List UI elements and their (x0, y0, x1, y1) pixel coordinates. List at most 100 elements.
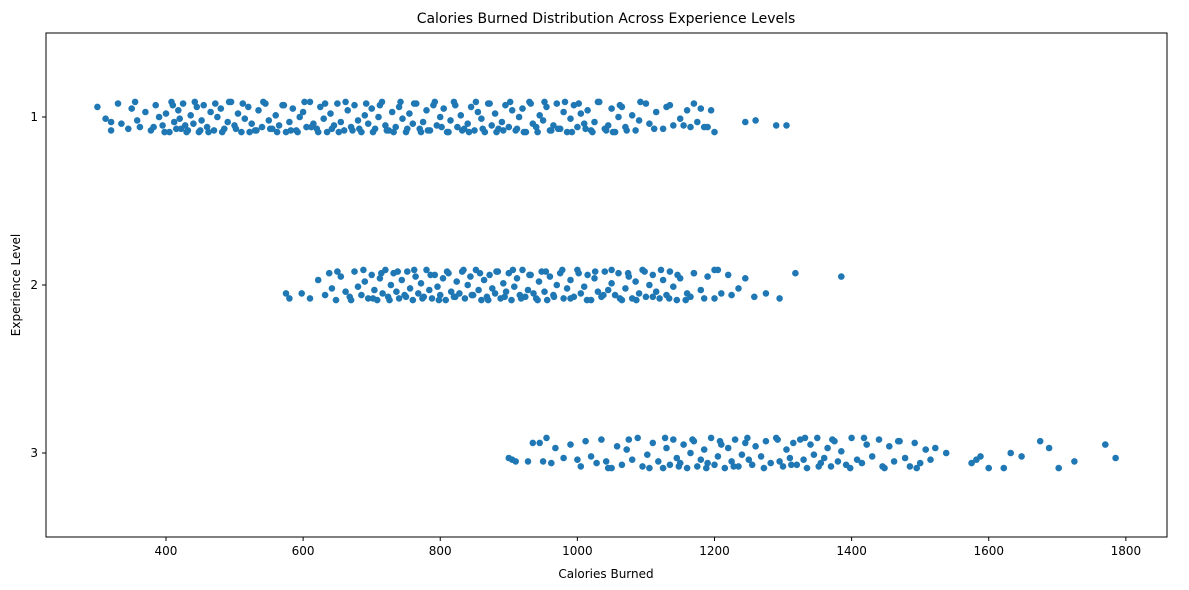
strip-point-level-2 (426, 286, 433, 294)
strip-point-level-2 (611, 291, 619, 299)
strip-point-level-2 (436, 291, 444, 299)
strip-point-level-1 (224, 118, 231, 126)
strip-point-level-1 (707, 107, 715, 114)
strip-point-level-3 (689, 436, 696, 443)
strip-point-level-1 (342, 98, 349, 106)
strip-point-level-3 (922, 446, 929, 453)
strip-point-level-3 (810, 451, 818, 459)
strip-point-level-2 (656, 295, 663, 302)
strip-point-level-1 (568, 128, 576, 136)
strip-point-level-2 (452, 293, 459, 301)
strip-point-level-2 (543, 296, 551, 304)
strip-point-level-3 (661, 434, 669, 442)
strip-point-level-1 (234, 110, 242, 117)
strip-point-level-2 (665, 295, 673, 302)
strip-point-level-1 (321, 100, 329, 107)
strip-point-level-2 (642, 293, 650, 301)
strip-point-level-3 (1000, 464, 1008, 472)
strip-point-level-1 (652, 108, 660, 116)
strip-point-level-2 (386, 296, 393, 304)
strip-point-level-1 (506, 98, 514, 106)
strip-point-level-1 (635, 117, 643, 124)
strip-point-level-1 (334, 100, 341, 107)
strip-point-level-1 (328, 125, 336, 133)
strip-point-level-1 (289, 105, 297, 112)
strip-point-level-1 (608, 105, 615, 112)
strip-point-level-1 (351, 101, 358, 109)
strip-point-level-2 (526, 271, 533, 279)
strip-point-level-3 (815, 463, 822, 470)
strip-point-level-3 (860, 434, 868, 442)
strip-point-level-2 (594, 288, 602, 296)
strip-point-level-2 (649, 293, 657, 301)
strip-point-level-2 (513, 275, 521, 282)
strip-point-level-2 (646, 281, 653, 289)
strip-point-level-3 (724, 444, 732, 452)
strip-point-level-1 (527, 100, 534, 107)
strip-point-level-1 (107, 118, 115, 126)
x-tick-label: 800 (429, 544, 452, 558)
strip-point-level-1 (364, 120, 372, 127)
strip-point-level-1 (125, 125, 132, 133)
points-layer (94, 98, 1119, 472)
strip-point-level-1 (128, 105, 135, 112)
strip-point-level-3 (807, 441, 814, 448)
strip-point-level-1 (464, 120, 472, 127)
strip-point-level-3 (560, 454, 567, 462)
strip-point-level-2 (608, 266, 615, 274)
strip-point-level-3 (838, 448, 845, 455)
strip-point-level-3 (827, 463, 835, 470)
strip-point-level-3 (714, 453, 722, 460)
strip-point-level-2 (491, 290, 499, 297)
strip-point-level-2 (484, 296, 492, 304)
strip-point-level-2 (591, 275, 598, 282)
strip-point-level-1 (382, 122, 389, 129)
strip-point-level-1 (519, 105, 526, 112)
strip-point-level-1 (513, 125, 521, 133)
strip-point-level-1 (303, 123, 310, 131)
strip-point-level-3 (670, 436, 677, 443)
strip-point-level-2 (622, 285, 629, 292)
x-tick-label: 1400 (836, 544, 867, 558)
strip-point-level-2 (461, 295, 469, 302)
strip-point-level-3 (697, 456, 705, 464)
strip-point-level-1 (438, 123, 445, 131)
strip-point-level-1 (390, 128, 397, 136)
strip-point-level-3 (628, 456, 636, 464)
strip-point-level-1 (225, 98, 233, 106)
strip-point-level-1 (314, 128, 322, 136)
strip-point-level-2 (682, 296, 689, 304)
strip-point-level-1 (783, 122, 790, 129)
strip-point-level-1 (467, 103, 475, 111)
strip-point-level-1 (515, 113, 523, 121)
strip-point-level-3 (790, 439, 797, 447)
strip-point-level-2 (443, 268, 451, 275)
strip-point-level-1 (245, 103, 252, 111)
strip-point-level-1 (198, 117, 205, 124)
strip-point-level-1 (465, 128, 473, 136)
strip-point-level-3 (942, 449, 950, 457)
strip-point-level-2 (718, 290, 725, 297)
strip-point-level-2 (673, 296, 681, 304)
strip-point-level-1 (238, 128, 245, 136)
strip-point-level-2 (728, 291, 735, 299)
strip-point-level-2 (509, 266, 517, 274)
strip-point-level-3 (577, 463, 585, 470)
strip-point-level-3 (858, 459, 866, 467)
strip-point-level-3 (927, 456, 934, 464)
strip-point-level-2 (616, 295, 624, 302)
strip-point-level-3 (582, 437, 589, 445)
strip-point-level-3 (968, 459, 975, 467)
strip-point-level-2 (398, 276, 406, 284)
strip-point-level-1 (553, 100, 561, 107)
strip-point-level-1 (560, 108, 567, 116)
strip-point-level-3 (886, 443, 893, 450)
strip-point-level-1 (536, 112, 543, 119)
strip-point-level-1 (155, 113, 163, 121)
strip-point-level-3 (598, 436, 605, 443)
strip-point-level-1 (454, 123, 461, 131)
strip-point-level-1 (419, 118, 427, 126)
strip-point-level-1 (642, 100, 650, 107)
y-tick-label: 2 (30, 278, 38, 292)
strip-point-level-1 (520, 128, 528, 136)
